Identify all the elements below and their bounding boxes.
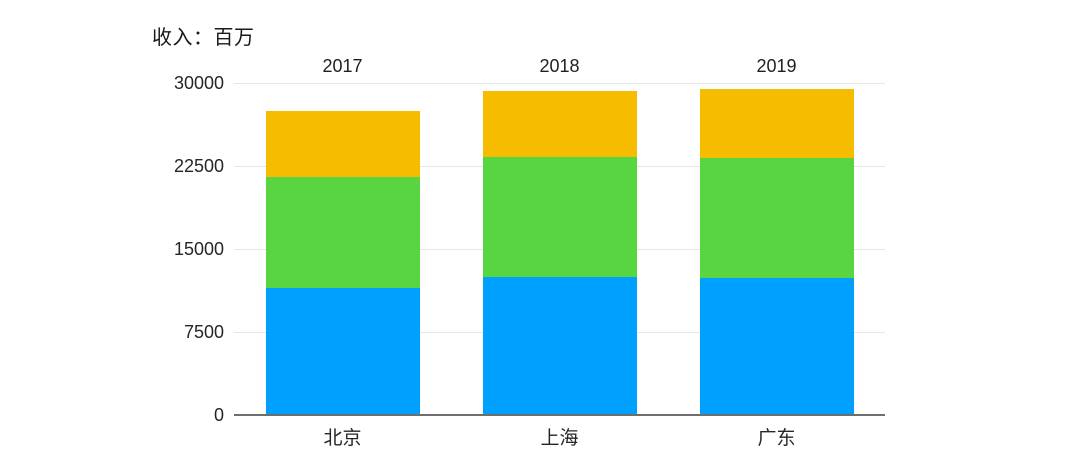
stacked-bar [265, 110, 420, 415]
bar-year-label: 2018 [539, 56, 580, 76]
y-axis-tick-label: 30000 [173, 73, 224, 93]
segment-top-yellow [482, 90, 637, 158]
x-axis-category-label: 北京 [323, 428, 362, 449]
segment-middle-green [265, 177, 420, 288]
plot-area: 30000 22500 15000 7500 0 2017 北京 2018 上海 2019 广东 [174, 56, 885, 449]
chart-title: 收入：百万 [152, 27, 255, 49]
stacked-bar [699, 88, 854, 415]
y-axis-tick-label: 15000 [173, 239, 224, 259]
segment-top-yellow [699, 88, 854, 159]
segment-middle-green [699, 158, 854, 278]
x-axis-category-label: 广东 [757, 428, 796, 449]
bar-year-label: 2017 [322, 56, 363, 76]
stacked-bar [482, 90, 637, 415]
segment-middle-green [482, 157, 637, 277]
segment-bottom-blue [265, 287, 420, 415]
x-axis-line [234, 414, 885, 416]
x-axis-category-label: 上海 [540, 428, 579, 449]
segment-top-yellow [265, 110, 420, 178]
bar-year-label: 2019 [756, 56, 797, 76]
segment-bottom-blue [482, 276, 637, 415]
y-axis-tick-label: 7500 [183, 322, 224, 342]
gridline [234, 83, 885, 84]
segment-bottom-blue [699, 277, 854, 415]
y-axis-tick-label: 0 [213, 405, 224, 425]
y-axis-tick-label: 22500 [173, 156, 224, 176]
